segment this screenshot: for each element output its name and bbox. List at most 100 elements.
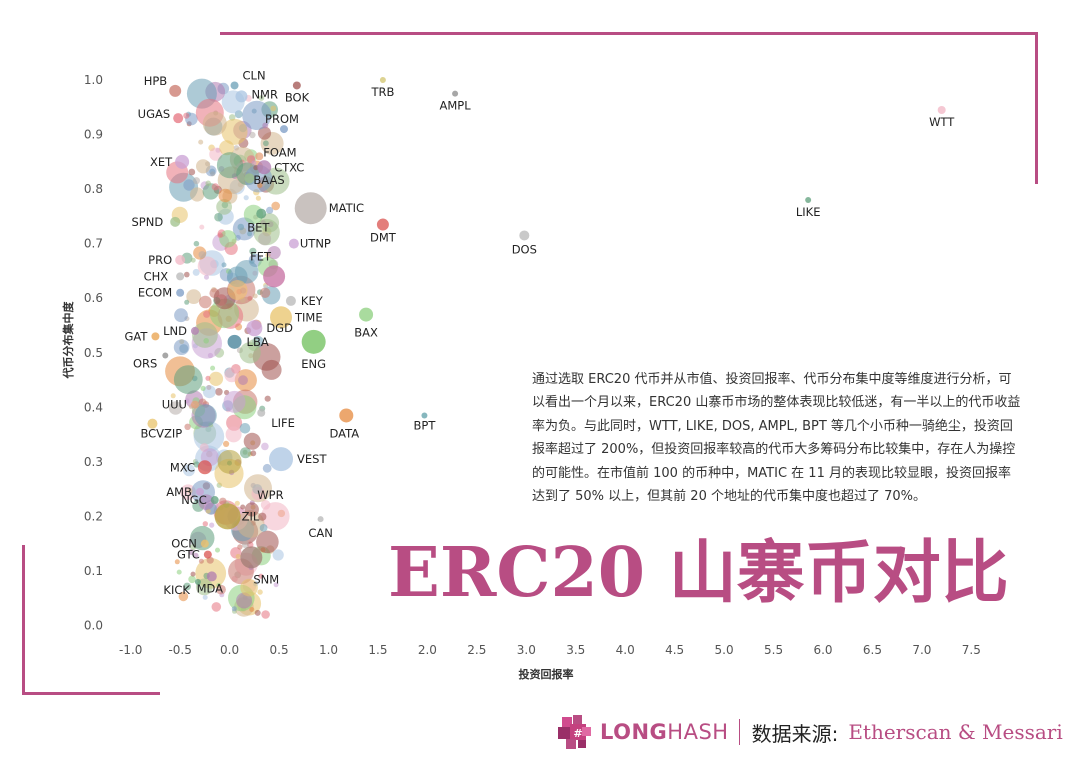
y-tick-label: 1.0 <box>84 73 103 87</box>
bubble <box>219 497 227 505</box>
point-label: DATA <box>329 426 359 440</box>
point-kick <box>194 578 201 585</box>
bubble <box>267 246 281 260</box>
y-tick-label: 0.1 <box>84 564 103 578</box>
bubble <box>202 594 208 600</box>
y-tick-label: 0.4 <box>84 400 103 414</box>
x-tick-label: 4.5 <box>665 643 684 657</box>
bubble <box>200 385 206 391</box>
bubble <box>264 395 271 402</box>
point-label: BPT <box>414 418 437 432</box>
x-tick-label: 5.0 <box>715 643 734 657</box>
x-tick-label: 0.5 <box>270 643 289 657</box>
point-label: BAAS <box>253 173 284 187</box>
bubble <box>173 339 190 356</box>
bubble <box>205 375 211 381</box>
bubble <box>184 299 190 305</box>
bubble <box>270 105 277 112</box>
frame-right-line <box>1035 32 1038 184</box>
bubble <box>266 206 274 214</box>
bubble <box>197 256 217 276</box>
labeled-points: CLN HPB NMR BOK TRB AMPL WTT UGAS PROM XET FOAMCTX… <box>125 68 956 596</box>
point-label: ZIL <box>242 509 260 523</box>
point-can <box>317 516 324 523</box>
point-label: CLN <box>243 68 266 82</box>
x-tick-label: 4.0 <box>616 643 635 657</box>
bubble <box>190 187 205 202</box>
point-ngc <box>210 496 219 505</box>
bubble <box>203 338 209 344</box>
bubble <box>272 549 284 561</box>
point-lba <box>227 334 242 349</box>
bubble <box>235 553 241 560</box>
bubble <box>257 589 263 595</box>
bubble <box>190 257 196 263</box>
bubble <box>253 165 259 171</box>
x-tick-label: 6.5 <box>863 643 882 657</box>
bubble <box>184 271 190 278</box>
point-label: GAT <box>125 329 149 343</box>
point-label: WPR <box>257 488 283 502</box>
longhash-logo-icon: # <box>558 715 591 749</box>
point-ampl <box>452 90 459 97</box>
svg-text:#: # <box>573 727 582 740</box>
bubble <box>190 544 197 551</box>
point-label: BOK <box>285 90 310 104</box>
footer: # LONGHASH 数据来源: Etherscan & Messari <box>556 710 1063 754</box>
bubble <box>247 231 253 237</box>
point-key <box>285 295 296 306</box>
point-label: MXC <box>170 460 195 474</box>
y-tick-label: 0.9 <box>84 128 103 142</box>
bubble <box>258 573 264 579</box>
bubble <box>273 582 279 588</box>
bubble <box>256 530 279 554</box>
point-time <box>270 306 293 329</box>
x-tick-label: 0.0 <box>220 643 239 657</box>
point-label: CHX <box>144 269 169 283</box>
point-bet <box>256 208 267 219</box>
point-eng <box>301 329 326 354</box>
bubble <box>225 426 242 443</box>
bubble <box>223 390 246 413</box>
bubble <box>174 308 188 323</box>
point-ocn <box>200 539 209 548</box>
point-label: DOS <box>512 242 537 256</box>
bubble <box>193 177 200 185</box>
bubble <box>217 232 223 238</box>
bubble <box>240 578 258 597</box>
background-bubble-cluster <box>165 78 290 619</box>
point-zil <box>214 503 241 530</box>
point-dos <box>519 230 530 241</box>
point-gat <box>151 332 160 341</box>
bubble <box>259 524 268 532</box>
point-dmt <box>376 218 389 231</box>
y-tick-label: 0.6 <box>84 291 103 305</box>
bubble <box>261 359 282 380</box>
point-nmr <box>235 90 248 103</box>
point-pro <box>175 255 186 266</box>
page-headline: ERC20 山寨币对比 <box>388 533 1009 613</box>
bubble <box>216 199 233 215</box>
bubble <box>174 559 180 565</box>
point-label: CAN <box>308 526 333 540</box>
point-label: XET <box>150 155 173 169</box>
point-label: LIFE <box>271 416 295 430</box>
point-label: BCVZIP <box>140 427 182 441</box>
bubble <box>239 342 261 364</box>
point-lnd <box>190 326 199 335</box>
bubble <box>249 607 255 612</box>
x-axis-title: 投资回报率 <box>519 667 574 681</box>
frame-bottom-line <box>22 692 160 695</box>
bubble <box>202 521 208 527</box>
bubble <box>183 464 195 477</box>
bubble <box>231 606 237 612</box>
y-axis-title: 代币分布集中度 <box>61 301 75 380</box>
bubble <box>251 160 257 166</box>
bubble <box>262 463 272 473</box>
bubble <box>240 504 246 510</box>
point-label: WTT <box>929 115 955 129</box>
point-mxc <box>197 460 212 475</box>
bubble <box>215 388 223 396</box>
bubble <box>184 398 190 404</box>
bubble <box>198 251 206 259</box>
